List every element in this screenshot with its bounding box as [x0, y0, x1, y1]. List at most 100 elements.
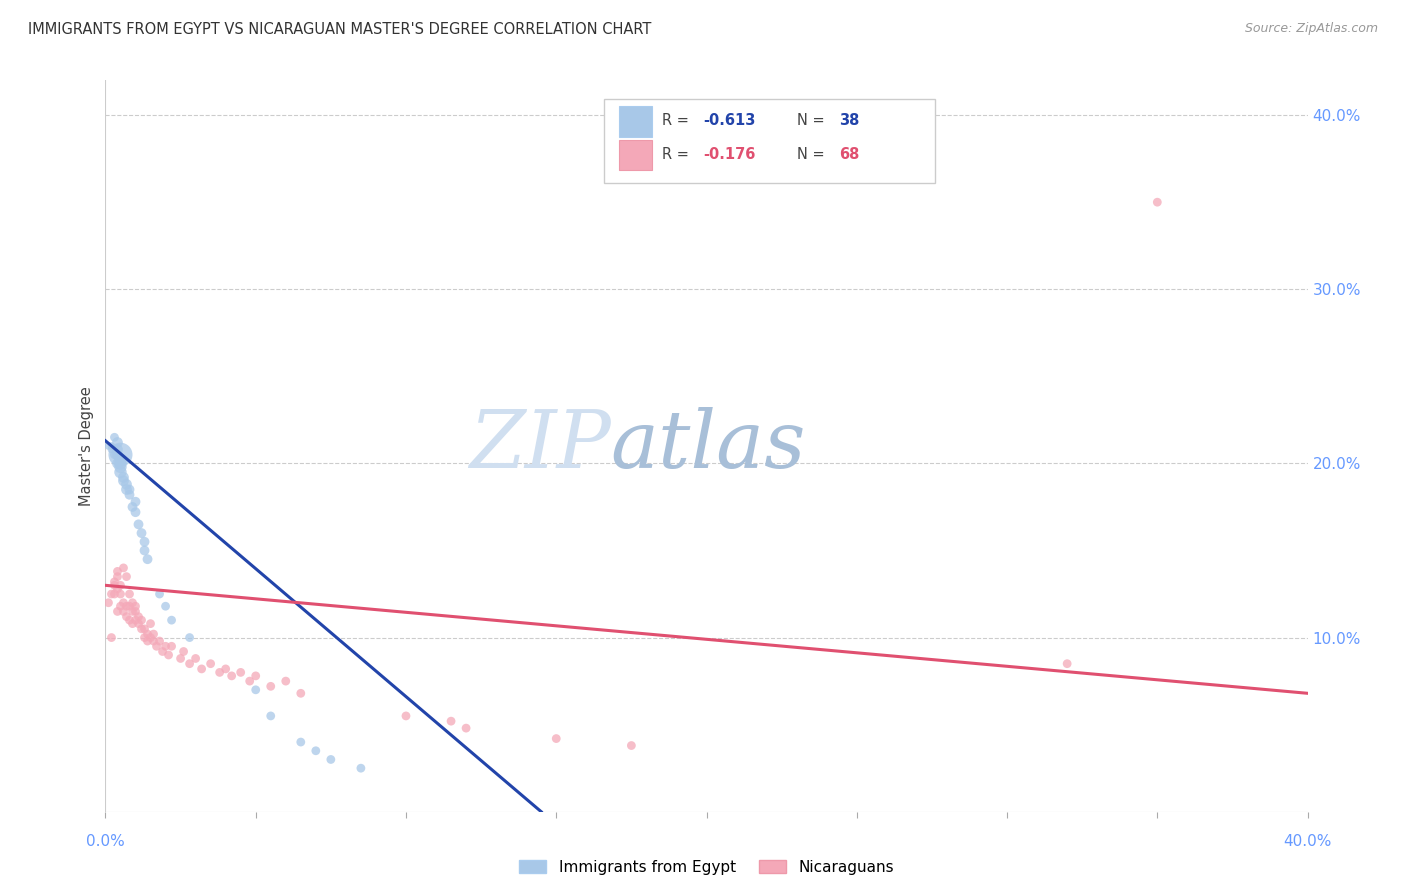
Point: [118, 613, 141, 627]
Point: [134, 543, 156, 558]
Point: [97, 439, 120, 453]
Point: [128, 609, 150, 624]
Point: [134, 534, 156, 549]
Point: [160, 640, 183, 654]
Point: [115, 599, 138, 614]
Text: Source: ZipAtlas.com: Source: ZipAtlas.com: [1244, 22, 1378, 36]
Point: [100, 439, 122, 453]
Point: [100, 442, 122, 457]
Legend: Immigrants from Egypt, Nicaraguans: Immigrants from Egypt, Nicaraguans: [513, 854, 900, 881]
Point: [157, 648, 180, 662]
Point: [118, 488, 141, 502]
Point: [190, 662, 212, 676]
Point: [221, 669, 243, 683]
Point: [136, 627, 159, 641]
Point: [124, 613, 146, 627]
Point: [620, 739, 643, 753]
Point: [260, 679, 283, 693]
Point: [121, 616, 143, 631]
Point: [115, 477, 138, 491]
Text: 68: 68: [839, 146, 859, 161]
Point: [121, 500, 143, 514]
Text: 38: 38: [839, 113, 859, 128]
Point: [124, 599, 146, 614]
Point: [107, 582, 129, 596]
Point: [110, 448, 132, 462]
Point: [124, 505, 146, 519]
Point: [173, 644, 195, 658]
Point: [546, 731, 568, 746]
Point: [1056, 657, 1078, 671]
FancyBboxPatch shape: [619, 106, 652, 136]
Text: -0.176: -0.176: [703, 146, 755, 161]
Point: [145, 640, 167, 654]
Point: [118, 599, 141, 614]
Point: [136, 634, 159, 648]
Point: [169, 651, 191, 665]
Point: [260, 709, 283, 723]
Point: [395, 709, 418, 723]
Point: [121, 596, 143, 610]
Point: [112, 596, 135, 610]
Text: R =: R =: [662, 113, 693, 128]
Point: [134, 622, 156, 636]
Point: [350, 761, 373, 775]
Point: [118, 483, 141, 497]
Point: [134, 631, 156, 645]
Point: [131, 526, 153, 541]
Text: -0.613: -0.613: [703, 113, 755, 128]
Point: [112, 474, 135, 488]
Point: [118, 587, 141, 601]
Point: [142, 627, 165, 641]
Point: [128, 517, 150, 532]
Point: [107, 457, 129, 471]
Point: [124, 604, 146, 618]
Point: [121, 604, 143, 618]
Point: [319, 752, 342, 766]
Text: R =: R =: [662, 146, 693, 161]
Point: [112, 561, 135, 575]
Point: [131, 622, 153, 636]
Text: IMMIGRANTS FROM EGYPT VS NICARAGUAN MASTER'S DEGREE CORRELATION CHART: IMMIGRANTS FROM EGYPT VS NICARAGUAN MAST…: [28, 22, 651, 37]
Point: [107, 604, 129, 618]
Point: [110, 453, 132, 467]
Point: [160, 613, 183, 627]
Point: [115, 483, 138, 497]
Point: [148, 634, 170, 648]
Point: [112, 470, 135, 484]
Text: N =: N =: [797, 113, 830, 128]
Point: [245, 669, 267, 683]
Point: [155, 640, 177, 654]
Point: [103, 574, 125, 589]
Point: [107, 569, 129, 583]
Text: atlas: atlas: [610, 408, 806, 484]
Point: [290, 735, 312, 749]
Point: [103, 430, 125, 444]
Point: [290, 686, 312, 700]
Point: [112, 604, 135, 618]
Point: [110, 457, 132, 471]
Point: [179, 657, 201, 671]
Point: [124, 494, 146, 508]
Point: [214, 662, 236, 676]
Point: [110, 587, 132, 601]
Point: [148, 587, 170, 601]
Point: [184, 651, 207, 665]
Point: [131, 613, 153, 627]
Point: [454, 721, 477, 735]
Text: ZIP: ZIP: [468, 408, 610, 484]
Point: [110, 578, 132, 592]
Point: [115, 569, 138, 583]
Point: [136, 552, 159, 566]
Point: [1146, 195, 1168, 210]
Point: [128, 616, 150, 631]
Point: [103, 578, 125, 592]
Text: N =: N =: [797, 146, 830, 161]
Point: [179, 631, 201, 645]
Point: [208, 665, 231, 680]
Point: [155, 599, 177, 614]
Point: [97, 596, 120, 610]
Point: [142, 634, 165, 648]
Point: [103, 587, 125, 601]
Point: [103, 448, 125, 462]
